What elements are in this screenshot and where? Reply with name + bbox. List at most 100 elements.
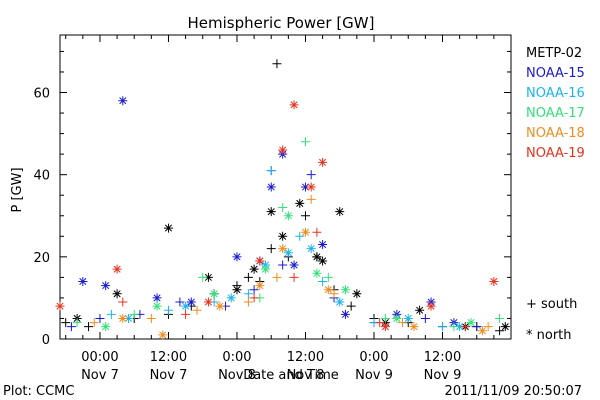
noaa-16-south-point (295, 231, 305, 241)
noaa-17-south-point (449, 322, 459, 332)
noaa-17-south-point (495, 313, 505, 323)
noaa-16-south-point (318, 276, 328, 286)
x-tick-time: 00:00 (81, 350, 118, 365)
plot-timestamp: 2011/11/09 20:50:07 (445, 384, 582, 399)
metp-02-south-point (84, 322, 94, 332)
noaa-19-south-point (375, 318, 385, 328)
metp-02-south-point (272, 59, 282, 69)
noaa-19-north-point (318, 157, 328, 167)
noaa-18-south-point (243, 297, 253, 307)
noaa-18-north-point (118, 313, 128, 323)
x-tick-time: 12:00 (424, 350, 461, 365)
noaa-19-south-point (181, 309, 191, 319)
noaa-16-south-point (266, 166, 276, 176)
noaa-18-north-point (409, 322, 419, 332)
noaa-15-north-point (266, 182, 276, 192)
noaa-15-north-point (289, 260, 299, 270)
noaa-16-north-point (124, 313, 134, 323)
noaa-16-south-point (437, 322, 447, 332)
noaa-16-south-point (163, 305, 173, 315)
noaa-16-north-point (455, 322, 465, 332)
noaa-18-south-point (329, 289, 339, 299)
noaa-17-south-point (380, 313, 390, 323)
noaa-15-north-point (232, 252, 242, 262)
noaa-15-south-point (278, 260, 288, 270)
noaa-18-south-point (398, 318, 408, 328)
y-tick-label: 20 (33, 251, 50, 266)
metp-02-north-point (335, 207, 345, 217)
y-tick-label: 40 (33, 169, 50, 184)
noaa-19-north-point (289, 100, 299, 110)
noaa-18-north-point (278, 244, 288, 254)
noaa-16-north-point (306, 244, 316, 254)
noaa-18-north-point (300, 227, 310, 237)
noaa-17-north-point (101, 322, 111, 332)
noaa-18-north-point (477, 326, 487, 336)
noaa-15-south-point (95, 313, 105, 323)
noaa-17-north-point (312, 268, 322, 278)
metp-02-north-point (318, 256, 328, 266)
x-tick-date: Nov 7 (81, 368, 119, 383)
noaa-17-north-point (283, 211, 293, 221)
metp-02-south-point (346, 301, 356, 311)
marker-legend-entry: + south (526, 297, 577, 312)
marker-legend: + south * north (526, 297, 577, 343)
noaa-17-south-point (300, 137, 310, 147)
legend: METP-02 NOAA-15 NOAA-16 NOAA-17 NOAA-18 NOAA-… (526, 46, 585, 161)
plot-frame (59, 34, 512, 340)
legend-entry: METP-02 (526, 46, 582, 61)
noaa-17-south-point (323, 272, 333, 282)
noaa-17-south-point (129, 309, 139, 319)
noaa-15-north-point (340, 309, 350, 319)
noaa-19-north-point (380, 322, 390, 332)
noaa-16-north-point (226, 293, 236, 303)
noaa-17-north-point (392, 313, 402, 323)
noaa-15-north-point (101, 281, 111, 291)
noaa-17-north-point (340, 285, 350, 295)
noaa-16-north-point (283, 248, 293, 258)
x-tick-date: Nov 7 (150, 368, 188, 383)
noaa-19-north-point (489, 276, 499, 286)
noaa-19-north-point (203, 297, 213, 307)
metp-02-north-point (295, 198, 305, 208)
x-tick-time: 0:00 (359, 350, 388, 365)
metp-02-south-point (495, 326, 505, 336)
noaa-16-north-point (335, 297, 345, 307)
noaa-19-north-point (255, 256, 265, 266)
legend-entry: NOAA-16 (526, 86, 585, 101)
x-tick-date: Nov 8 (218, 368, 256, 383)
noaa-15-north-point (78, 276, 88, 286)
noaa-18-south-point (483, 322, 493, 332)
noaa-15-south-point (249, 285, 259, 295)
metp-02-north-point (163, 223, 173, 233)
metp-02-south-point (300, 211, 310, 221)
legend-entry: NOAA-17 (526, 106, 585, 121)
noaa-18-north-point (158, 330, 168, 340)
x-axis-label: Date and Time (243, 368, 339, 383)
noaa-15-south-point (472, 322, 482, 332)
metp-02-north-point (249, 264, 259, 274)
x-tick-date: Nov 9 (355, 368, 393, 383)
noaa-18-south-point (146, 313, 156, 323)
metp-02-south-point (243, 272, 253, 282)
noaa-15-north-point (118, 96, 128, 106)
noaa-19-north-point (426, 301, 436, 311)
noaa-16-south-point (106, 309, 116, 319)
noaa-19-north-point (306, 182, 316, 192)
metp-02-north-point (278, 231, 288, 241)
noaa-17-south-point (278, 203, 288, 213)
noaa-16-north-point (181, 301, 191, 311)
noaa-19-south-point (118, 297, 128, 307)
noaa-15-north-point (186, 297, 196, 307)
metp-02-north-point (415, 305, 425, 315)
x-tick-time: 12:00 (150, 350, 187, 365)
legend-entry: NOAA-15 (526, 66, 585, 81)
noaa-17-north-point (466, 318, 476, 328)
noaa-19-south-point (312, 227, 322, 237)
noaa-17-south-point (198, 272, 208, 282)
metp-02-north-point (352, 289, 362, 299)
metp-02-north-point (112, 289, 122, 299)
y-axis-label: P [GW] (10, 167, 25, 212)
noaa-19-north-point (112, 264, 122, 274)
